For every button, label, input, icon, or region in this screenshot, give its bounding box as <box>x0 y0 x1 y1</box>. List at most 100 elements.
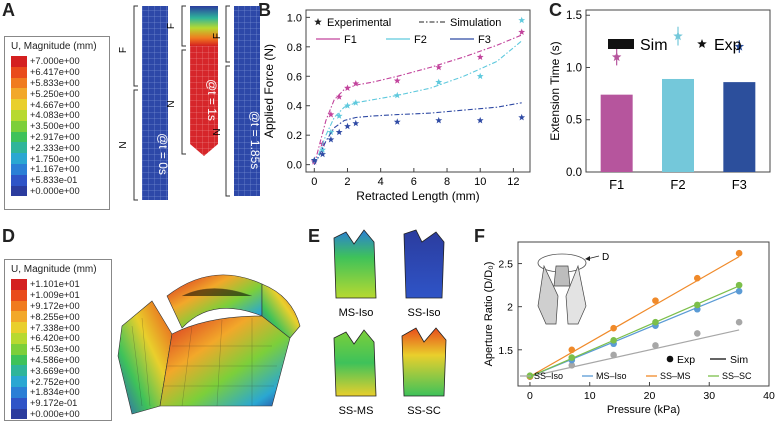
legend-a-row: +4.083e+00 <box>5 109 109 121</box>
chart-f-point-ss-ms <box>693 274 701 282</box>
legend-a-row: +5.250e+00 <box>5 88 109 100</box>
chart-b-point-f3 <box>335 128 343 136</box>
chart-b-ytick-label: 0.4 <box>287 101 302 113</box>
chart-b-point-f3 <box>310 156 318 164</box>
legend-a-swatch <box>11 99 27 110</box>
legend-d-row: +5.503e+00 <box>5 343 111 355</box>
chart-f-xtick-label: 30 <box>703 390 715 402</box>
label-n-t2: N <box>212 128 223 135</box>
chart-c-exp-point-f3 <box>734 41 745 51</box>
legend-a-swatch <box>11 109 27 121</box>
chart-b-point-f3 <box>476 116 484 124</box>
chart-b-xtick-label: 0 <box>311 176 317 188</box>
legend-a-swatch <box>11 153 27 164</box>
design-ss-ms <box>333 329 377 397</box>
legend-d-value: +4.586e+00 <box>30 354 80 365</box>
chart-b-point-f1 <box>352 80 360 87</box>
chart-b-point-f1 <box>518 28 526 35</box>
legend-d-row: +7.338e+00 <box>5 322 111 333</box>
label-ss-iso: SS-Iso <box>407 307 440 319</box>
legend-d-value: +6.420e+00 <box>30 333 80 344</box>
legend-d-row: +3.669e+00 <box>5 365 111 377</box>
chart-b-legend-label-f2: F2 <box>414 34 427 46</box>
legend-a-swatch <box>11 131 27 143</box>
chart-b-point-f2 <box>319 146 326 153</box>
chart-b-point-f1 <box>435 63 443 71</box>
chart-b-point-f2 <box>335 112 343 119</box>
chart-c-legend-exp-label: Exp <box>714 37 742 54</box>
legend-a-row: +2.917e+00 <box>5 131 109 143</box>
chart-b-legend-exp-marker <box>314 18 322 26</box>
legend-d-swatch <box>11 332 27 344</box>
legend-a-swatch <box>11 88 27 100</box>
legend-a-row: +5.833e+00 <box>5 77 109 89</box>
chart-f-point-ss-ms <box>568 346 576 354</box>
label-f-t0: F <box>118 47 129 53</box>
legend-d: U, Magnitude (mm) +1.101e+01 +1.009e+01 +9… <box>4 259 112 421</box>
legend-d-value: +3.669e+00 <box>30 365 80 376</box>
time-label-t2: @t = 1.85s <box>248 111 262 170</box>
legend-d-row: +2.752e+00 <box>5 376 111 387</box>
chart-c-exp-point-f1 <box>611 52 622 62</box>
chart-b-xtick-label: 4 <box>378 176 384 188</box>
chart-b-ytick-label: 1.0 <box>287 12 302 24</box>
chart-b-xtick-label: 6 <box>411 176 417 188</box>
chart-b-ylabel: Applied Force (N) <box>262 44 276 138</box>
legend-d-row: +9.172e+00 <box>5 300 111 312</box>
legend-a-row: +2.333e+00 <box>5 142 109 154</box>
legend-a-value: +3.500e+00 <box>30 121 80 132</box>
legend-a-value: +0.000e+00 <box>30 185 80 196</box>
legend-a-row: +6.417e+00 <box>5 66 109 78</box>
legend-d-swatch <box>11 300 27 312</box>
legend-a-value: +5.250e+00 <box>30 88 80 99</box>
chart-b-point-f1 <box>327 111 335 118</box>
chart-b-point-f2 <box>327 128 335 136</box>
legend-d-row: +6.420e+00 <box>5 332 111 344</box>
legend-a-value: +5.833e-01 <box>30 175 78 186</box>
actuator-t1 <box>190 46 218 156</box>
legend-a-swatch <box>11 174 27 186</box>
legend-d-swatch <box>11 289 27 301</box>
legend-a-title: U, Magnitude (mm) <box>11 41 97 52</box>
chart-b-point-f1 <box>393 77 401 84</box>
panel-letter-a: A <box>2 0 15 20</box>
chart-c-legend-sim-swatch <box>608 39 634 49</box>
label-ss-sc: SS-SC <box>407 405 441 417</box>
chart-b-xlabel: Retracted Length (mm) <box>356 189 479 203</box>
legend-a-value: +4.667e+00 <box>30 99 80 110</box>
chart-b-point-f3 <box>327 136 335 143</box>
chart-b-legend-label-f1: F1 <box>344 34 357 46</box>
chart-f-legend-label-ss-ms: SS–MS <box>660 371 691 381</box>
legend-d-swatch <box>11 386 27 398</box>
chart-b-xtick-label: 12 <box>507 176 519 188</box>
chart-b-point-f3 <box>393 118 401 125</box>
chart-f-sim-line-ss-iso <box>529 329 740 378</box>
chart-f-legend-exp-label: Exp <box>677 354 695 366</box>
legend-d-swatch <box>11 311 27 323</box>
chart-b-xtick-label: 10 <box>474 176 486 188</box>
chart-b-point-f2 <box>393 91 401 99</box>
chart-b-point-f1 <box>335 93 343 100</box>
chart-b-point-f2 <box>344 102 351 109</box>
chart-b-ytick-label: 0.6 <box>287 71 302 83</box>
legend-d-value: +9.172e-01 <box>30 398 78 409</box>
chart-f-xtick-label: 20 <box>644 390 656 402</box>
legend-a-row: +1.750e+00 <box>5 153 109 164</box>
chart-f-ytick-label: 2 <box>507 302 513 314</box>
legend-a-value: +1.167e+00 <box>30 164 80 175</box>
legend-d-row: +4.586e+00 <box>5 354 111 366</box>
legend-d-value: +0.000e+00 <box>30 408 80 419</box>
chart-c-xtick-label: F1 <box>609 177 624 192</box>
legend-a-value: +4.083e+00 <box>30 110 80 121</box>
legend-d-value: +1.101e+01 <box>30 279 80 290</box>
chart-f-legend-label-ss-sc: SS–SC <box>722 371 752 381</box>
panel-a-actuators: F N @t = 0s F N @t = 1s F N @t = 1.85s <box>118 5 262 201</box>
legend-d-value: +7.338e+00 <box>30 322 80 333</box>
chart-c-ytick-label: 0.0 <box>566 167 582 179</box>
chart-f-point-ss-iso <box>693 330 701 337</box>
chart-f-frame <box>517 241 770 387</box>
legend-d-swatch <box>11 376 27 387</box>
chart-f-point-ss-ms <box>610 324 617 332</box>
legend-d-value: +1.834e+00 <box>30 387 80 398</box>
chart-f-point-ss-iso <box>568 362 576 369</box>
